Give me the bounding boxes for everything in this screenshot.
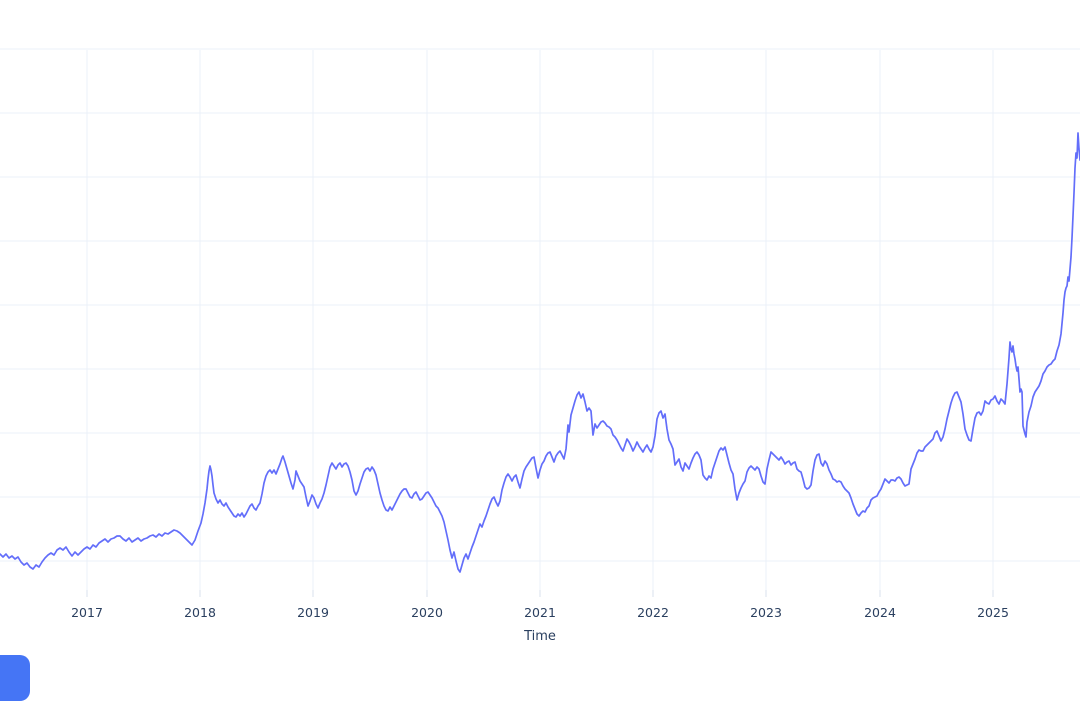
x-tick-label: 2021 <box>524 605 556 620</box>
x-tick-label: 2017 <box>71 605 103 620</box>
x-tick-label: 2019 <box>297 605 329 620</box>
x-tick-label: 2018 <box>184 605 216 620</box>
chart-canvas: 2017 2018 2019 2020 2021 2022 2023 2024 2025 <box>0 48 1080 620</box>
chat-widget-button[interactable] <box>0 655 30 701</box>
chart-page: 2017 2018 2019 2020 2021 2022 2023 2024 2025 Tim… <box>0 48 1080 701</box>
x-tick-label: 2023 <box>750 605 782 620</box>
price-line <box>0 132 1080 573</box>
x-tick-label: 2025 <box>977 605 1009 620</box>
x-tick-label: 2022 <box>637 605 669 620</box>
x-tick-label: 2020 <box>411 605 443 620</box>
x-tick-label: 2024 <box>864 605 896 620</box>
x-axis-title: Time <box>524 629 556 644</box>
